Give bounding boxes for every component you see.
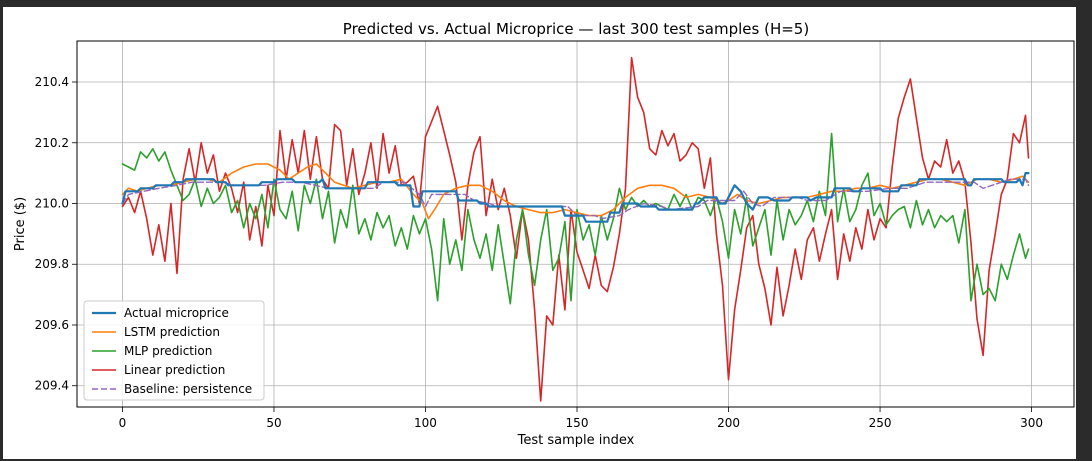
- y-tick-label: 210.4: [35, 75, 69, 89]
- x-tick-label: 0: [119, 416, 127, 430]
- window-right-border: [1076, 0, 1092, 461]
- x-axis: 0 50 100 150 200 250 300: [119, 407, 1043, 430]
- legend-label-3: Linear prediction: [124, 363, 225, 377]
- legend-label-4: Baseline: persistence: [124, 382, 252, 396]
- x-axis-label: Test sample index: [517, 433, 635, 448]
- x-tick-label: 50: [266, 416, 281, 430]
- x-tick-label: 300: [1020, 416, 1043, 430]
- series-line-2: [121, 132, 1030, 305]
- legend-box: [83, 300, 265, 401]
- series-layer: [121, 56, 1030, 402]
- x-tick-label: 250: [869, 416, 892, 430]
- series-line-1: [121, 163, 1030, 220]
- legend: Actual microprice LSTM prediction MLP pred…: [83, 300, 265, 401]
- y-tick-label: 209.8: [35, 257, 69, 271]
- y-axis-label: Price ($): [13, 197, 28, 251]
- y-axis: 209.4 209.6 209.8 210.0 210.2 210.4: [35, 75, 77, 393]
- series-line-3: [121, 56, 1030, 402]
- y-tick-label: 210.2: [35, 136, 69, 150]
- series-line-4: [121, 178, 1030, 220]
- y-tick-label: 209.4: [35, 379, 69, 393]
- y-tick-label: 210.0: [35, 196, 69, 210]
- legend-label-2: MLP prediction: [124, 344, 212, 358]
- legend-label-0: Actual microprice: [124, 306, 229, 320]
- y-tick-label: 209.6: [35, 318, 69, 332]
- window-bottom-border: [0, 459, 1092, 461]
- x-tick-label: 200: [717, 416, 740, 430]
- series-line-0: [121, 172, 1030, 223]
- window-left-border: [0, 0, 3, 461]
- legend-label-1: LSTM prediction: [124, 325, 220, 339]
- x-tick-label: 100: [414, 416, 437, 430]
- plot-frame: [76, 40, 1075, 408]
- window-top-border: [0, 0, 1092, 7]
- chart-title: Predicted vs. Actual Microprice — last 3…: [343, 20, 809, 38]
- x-tick-label: 150: [566, 416, 589, 430]
